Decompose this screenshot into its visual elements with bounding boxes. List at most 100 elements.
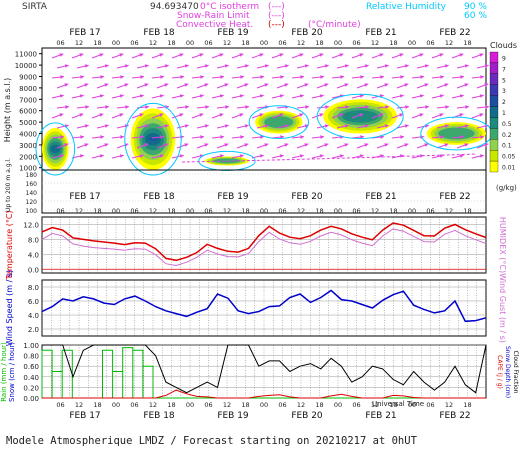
wind-arrow-head — [480, 75, 484, 79]
day-label: FEB 19 — [217, 411, 249, 421]
wind-arrow-head — [80, 135, 84, 139]
wind-arrow-head — [180, 75, 184, 79]
wind-arrow-head — [299, 94, 304, 98]
wind-arrow-head — [259, 53, 264, 57]
lower-height-axis-label: Up to 200 m a.g.l. — [5, 158, 12, 212]
wind-arrow-head — [480, 135, 484, 139]
wind-arrow-head — [439, 53, 444, 57]
wind-arrow-head — [120, 75, 124, 79]
wind-arrow-head — [339, 113, 344, 117]
wind-arrow-head — [144, 124, 149, 128]
wind-arrow-head — [484, 64, 489, 68]
hour-label: 18 — [463, 401, 471, 409]
wind-arrow-head — [140, 75, 144, 79]
hour-label: 06 — [426, 39, 434, 47]
hour-label: 06 — [130, 39, 138, 47]
wind-arrow-head — [184, 124, 189, 128]
height-tick-label: 10000 — [15, 62, 37, 70]
wind-arrow-head — [84, 64, 89, 68]
height-tick-label: 1000 — [19, 165, 37, 173]
wind-arrow-head — [60, 75, 64, 79]
wind-arrow-head — [300, 75, 304, 79]
wind-arrow-head — [479, 94, 484, 98]
wind-arrow-head — [159, 53, 164, 57]
low-height-tick-label: 100 — [26, 208, 38, 215]
wind-arrow-head — [240, 75, 244, 79]
colorbar-label: 0.01 — [502, 165, 516, 172]
colorbar-label: 5 — [502, 77, 506, 84]
panel1-grid — [39, 53, 486, 211]
day-label: FEB 20 — [291, 411, 323, 421]
wind-arrow-head — [364, 124, 369, 128]
colorbar-segment — [489, 117, 499, 129]
day-label: FEB 21 — [365, 411, 396, 421]
wind-arrow-head — [264, 83, 269, 87]
wind-arrow-head — [425, 105, 429, 109]
wind-arrow-head — [124, 83, 129, 87]
wind-arrow-head — [360, 75, 364, 79]
height-tick-label: 3000 — [19, 142, 37, 150]
wind-arrow-head — [279, 113, 284, 117]
wind-arrow-head — [85, 105, 89, 109]
height-tick-label: 7000 — [19, 96, 37, 104]
hour-label: 12 — [75, 39, 83, 47]
wind-arrow-head — [139, 94, 144, 98]
rh-contour — [248, 105, 309, 140]
wind-arrow-head — [284, 83, 289, 87]
snow-depth-axis-label: Snow Depth (cm) — [504, 346, 511, 398]
wind-arrow-head — [99, 53, 104, 57]
hour-label: 00 — [334, 39, 342, 47]
wind-arrow-head — [244, 143, 249, 147]
y-tick-label: 4.0 — [28, 312, 39, 320]
colorbar-label: 2 — [502, 99, 506, 106]
wind-arrow-head — [140, 135, 144, 139]
hour-label: 18 — [241, 401, 249, 409]
wind-arrow-head — [65, 105, 69, 109]
wind-arrow-head — [159, 154, 164, 158]
hour-label: 12 — [297, 401, 305, 409]
hour-label: 00 — [112, 207, 120, 215]
hour-label: 18 — [241, 39, 249, 47]
colorbar-label: 7 — [502, 66, 506, 73]
rh-60-label: 60 % — [464, 11, 487, 21]
temp-grid — [41, 217, 487, 273]
wind-arrow-head — [319, 154, 324, 158]
wind-arrow-head — [484, 143, 489, 147]
low-height-tick-label: 120 — [26, 199, 38, 206]
hour-label: 12 — [149, 207, 157, 215]
hour-label: 00 — [408, 207, 416, 215]
hour-label: 06 — [56, 401, 64, 409]
wind-arrow-head — [79, 154, 84, 158]
hour-label: 06 — [352, 207, 360, 215]
wind-arrow-head — [364, 64, 369, 68]
wind-arrow-head — [64, 83, 69, 87]
wind-arrow-head — [364, 143, 369, 147]
wind-arrow-head — [204, 64, 209, 68]
low-height-tick-label: 180 — [26, 172, 38, 179]
wind-arrow-head — [224, 83, 229, 87]
wind-arrow-head — [164, 124, 169, 128]
height-tick-label: 9000 — [19, 74, 37, 82]
wind-arrow-head — [125, 105, 129, 109]
wind-arrow-head — [444, 143, 449, 147]
colorbar-label: 0.2 — [502, 132, 512, 139]
wind-arrow-head — [205, 105, 209, 109]
wind-arrow-head — [399, 94, 404, 98]
wind-arrow-head — [244, 124, 249, 128]
cloud-fraction-axis-label: Cloud Fraction — [512, 351, 519, 394]
wind-arrow-head — [359, 113, 364, 117]
wind-arrow-head — [59, 113, 64, 117]
hour-label: 06 — [278, 207, 286, 215]
hour-label: 00 — [186, 401, 194, 409]
rh-label: Relative Humidity — [366, 2, 447, 12]
footer-title: Modele Atmospherique LMDZ / Forecast sta… — [6, 435, 418, 447]
wind-arrow-head — [80, 75, 84, 79]
hour-label: 18 — [389, 39, 397, 47]
y-tick-label: 6.0 — [28, 298, 39, 306]
wind-arrow-head — [440, 135, 444, 139]
wind-arrow-head — [304, 83, 309, 87]
isotherm-legend: (---) — [268, 2, 285, 12]
wind-arrow-head — [244, 64, 249, 68]
wind-arrow-head — [139, 113, 144, 117]
day-label: FEB 20 — [291, 192, 323, 202]
